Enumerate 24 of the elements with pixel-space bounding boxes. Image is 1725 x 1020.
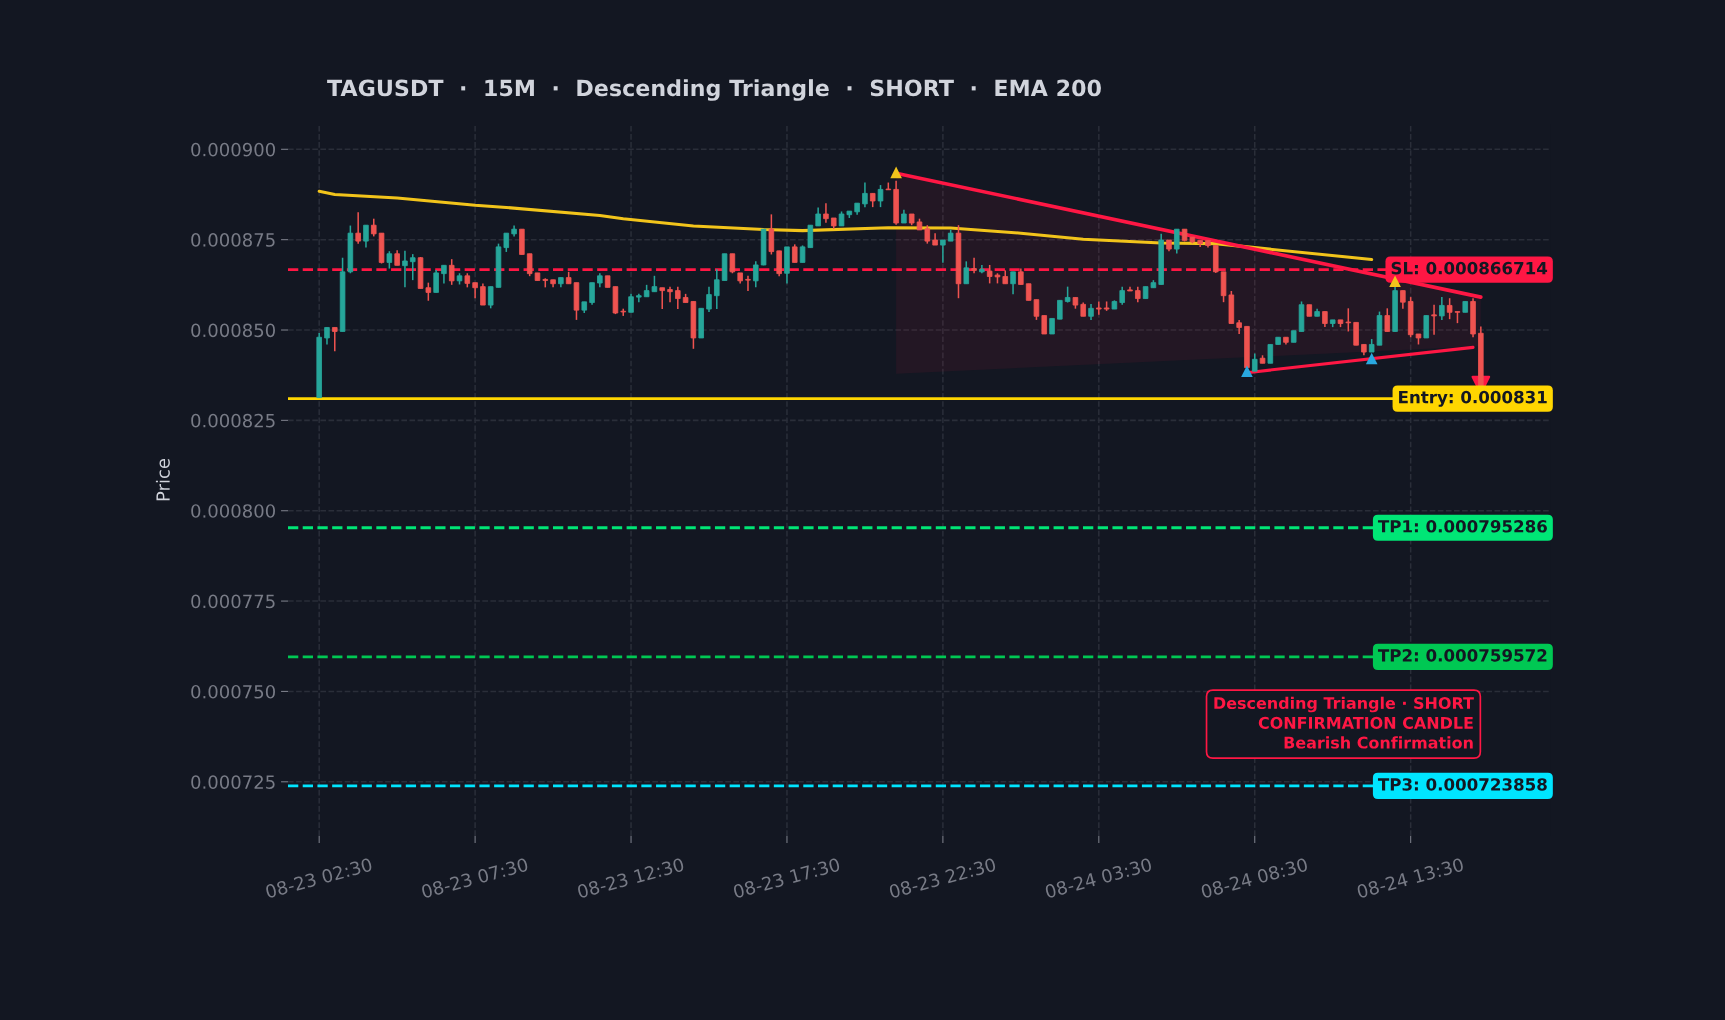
- x-tick-label: 08-24 03:30: [1044, 857, 1153, 899]
- y-tick-label: 0.000875: [191, 233, 275, 247]
- y-tick-label: 0.000800: [191, 504, 275, 518]
- y-tick-label: 0.000900: [191, 142, 275, 157]
- x-tick-label: 08-23 02:30: [264, 857, 373, 899]
- x-tick-label: 08-24 13:30: [1356, 857, 1465, 899]
- y-tick-label: 0.000750: [191, 684, 275, 699]
- ref-line-label: TP3: 0.000723858: [1377, 778, 1547, 791]
- x-tick-label: 08-23 17:30: [732, 857, 841, 899]
- x-tick-label: 08-23 12:30: [576, 857, 685, 899]
- annotation: Descending Triangle · SHORT CONFIRMATION CANDLE Bearish Confirmation: [1214, 696, 1474, 749]
- y-tick-label: 0.000775: [191, 594, 275, 609]
- ref-line-label: Entry: 0.000831: [1399, 390, 1547, 407]
- y-tick-label: 0.000725: [191, 775, 275, 789]
- x-tick-label: 08-24 08:30: [1200, 857, 1309, 899]
- x-tick-label: 08-23 07:30: [420, 857, 529, 899]
- x-tick-label: 08-23 22:30: [888, 857, 997, 899]
- ref-line-label: TP2: 0.000759572: [1377, 649, 1547, 662]
- y-tick-label: 0.000850: [191, 323, 275, 338]
- chart-title: TAGUSDT · 15M · Descending Triangle · SHORT · EMA 200: [327, 79, 1101, 101]
- y-tick-label: 0.000825: [191, 413, 275, 428]
- ref-line-label: TP1: 0.000795286: [1377, 519, 1547, 533]
- ref-line-label: SL: 0.000866714: [1391, 261, 1548, 275]
- y-axis-title: Price: [155, 458, 170, 501]
